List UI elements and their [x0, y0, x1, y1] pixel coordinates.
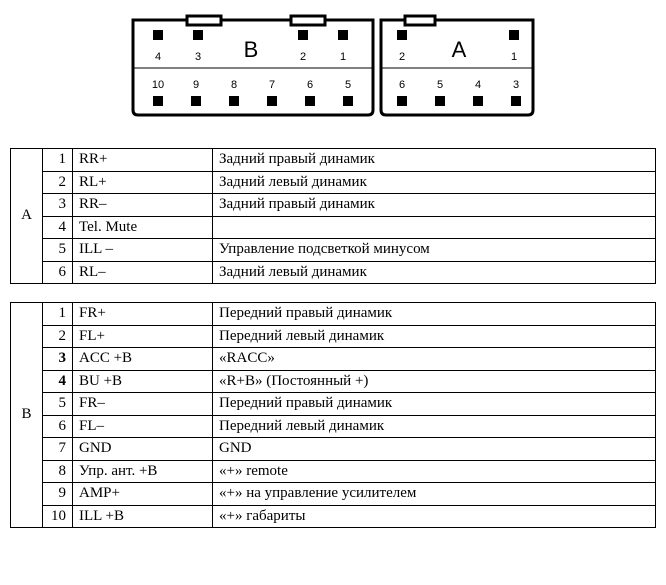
signal-cell: ILL +B — [73, 505, 213, 528]
group-cell: B — [11, 303, 43, 528]
svg-text:6: 6 — [399, 79, 405, 91]
signal-cell: RR– — [73, 194, 213, 217]
table-row: 9AMP+«+» на управление усилителем — [11, 483, 656, 506]
table-row: 5FR–Передний правый динамик — [11, 393, 656, 416]
svg-text:4: 4 — [475, 79, 481, 91]
pin-number: 3 — [43, 194, 73, 217]
signal-cell: Упр. ант. +B — [73, 460, 213, 483]
pin-number: 6 — [43, 415, 73, 438]
pinout-table-b: B1FR+Передний правый динамик2FL+Передний… — [10, 302, 656, 528]
pinout-table-a: A1RR+Задний правый динамик2RL+Задний лев… — [10, 148, 656, 284]
table-row: 10ILL +B«+» габариты — [11, 505, 656, 528]
svg-text:3: 3 — [513, 79, 519, 91]
signal-cell: BU +B — [73, 370, 213, 393]
housing-b: 4 3 2 1 B 10 9 8 7 6 5 — [133, 16, 373, 115]
table-row: 4BU +B«R+B» (Постоянный +) — [11, 370, 656, 393]
table-row: 6RL–Задний левый динамик — [11, 261, 656, 284]
signal-cell: FR– — [73, 393, 213, 416]
signal-cell: GND — [73, 438, 213, 461]
description-cell: Управление подсветкой минусом — [213, 239, 656, 262]
connector-diagram: 4 3 2 1 B 10 9 8 7 6 5 2 — [10, 10, 656, 120]
connector-a-label: A — [452, 37, 467, 62]
description-cell: «+» габариты — [213, 505, 656, 528]
description-cell: Передний правый динамик — [213, 393, 656, 416]
description-cell: Задний левый динамик — [213, 171, 656, 194]
svg-text:1: 1 — [340, 51, 346, 63]
connector-b-label: B — [244, 37, 259, 62]
table-row: 8Упр. ант. +B«+» remote — [11, 460, 656, 483]
svg-text:3: 3 — [195, 51, 201, 63]
svg-text:1: 1 — [511, 51, 517, 63]
description-cell: Передний правый динамик — [213, 303, 656, 326]
signal-cell: RL– — [73, 261, 213, 284]
pin-number: 6 — [43, 261, 73, 284]
svg-text:8: 8 — [231, 79, 237, 91]
description-cell: «+» remote — [213, 460, 656, 483]
description-cell: «+» на управление усилителем — [213, 483, 656, 506]
svg-text:4: 4 — [155, 51, 161, 63]
connector-svg: 4 3 2 1 B 10 9 8 7 6 5 2 — [123, 10, 543, 120]
signal-cell: ACC +B — [73, 348, 213, 371]
table-row: 2RL+Задний левый динамик — [11, 171, 656, 194]
description-cell: Задний левый динамик — [213, 261, 656, 284]
signal-cell: ILL – — [73, 239, 213, 262]
pin-number: 3 — [43, 348, 73, 371]
pin-number: 2 — [43, 325, 73, 348]
svg-text:5: 5 — [345, 79, 351, 91]
signal-cell: RR+ — [73, 149, 213, 172]
description-cell: GND — [213, 438, 656, 461]
pin-number: 4 — [43, 216, 73, 239]
pin-number: 5 — [43, 393, 73, 416]
description-cell — [213, 216, 656, 239]
table-row: A1RR+Задний правый динамик — [11, 149, 656, 172]
table-row: 3RR–Задний правый динамик — [11, 194, 656, 217]
signal-cell: RL+ — [73, 171, 213, 194]
description-cell: Передний левый динамик — [213, 325, 656, 348]
svg-text:2: 2 — [399, 51, 405, 63]
table-row: B1FR+Передний правый динамик — [11, 303, 656, 326]
signal-cell: Tel. Mute — [73, 216, 213, 239]
pin-number: 7 — [43, 438, 73, 461]
signal-cell: AMP+ — [73, 483, 213, 506]
pin-number: 4 — [43, 370, 73, 393]
svg-text:7: 7 — [269, 79, 275, 91]
pin-number: 1 — [43, 149, 73, 172]
table-row: 7GNDGND — [11, 438, 656, 461]
pin-number: 8 — [43, 460, 73, 483]
table-row: 2FL+Передний левый динамик — [11, 325, 656, 348]
description-cell: «R+B» (Постоянный +) — [213, 370, 656, 393]
pin-number: 9 — [43, 483, 73, 506]
group-cell: A — [11, 149, 43, 284]
table-row: 3ACC +B«RACC» — [11, 348, 656, 371]
description-cell: Задний правый динамик — [213, 194, 656, 217]
table-row: 6FL–Передний левый динамик — [11, 415, 656, 438]
svg-text:9: 9 — [193, 79, 199, 91]
svg-text:5: 5 — [437, 79, 443, 91]
table-row: 4Tel. Mute — [11, 216, 656, 239]
description-cell: «RACC» — [213, 348, 656, 371]
description-cell: Задний правый динамик — [213, 149, 656, 172]
pin-number: 10 — [43, 505, 73, 528]
signal-cell: FR+ — [73, 303, 213, 326]
table-row: 5ILL –Управление подсветкой минусом — [11, 239, 656, 262]
signal-cell: FL– — [73, 415, 213, 438]
svg-text:2: 2 — [300, 51, 306, 63]
pin-number: 1 — [43, 303, 73, 326]
description-cell: Передний левый динамик — [213, 415, 656, 438]
svg-text:10: 10 — [152, 79, 164, 91]
svg-text:6: 6 — [307, 79, 313, 91]
housing-a: 2 1 A 6 5 4 3 — [381, 16, 533, 115]
signal-cell: FL+ — [73, 325, 213, 348]
pin-number: 2 — [43, 171, 73, 194]
pin-number: 5 — [43, 239, 73, 262]
